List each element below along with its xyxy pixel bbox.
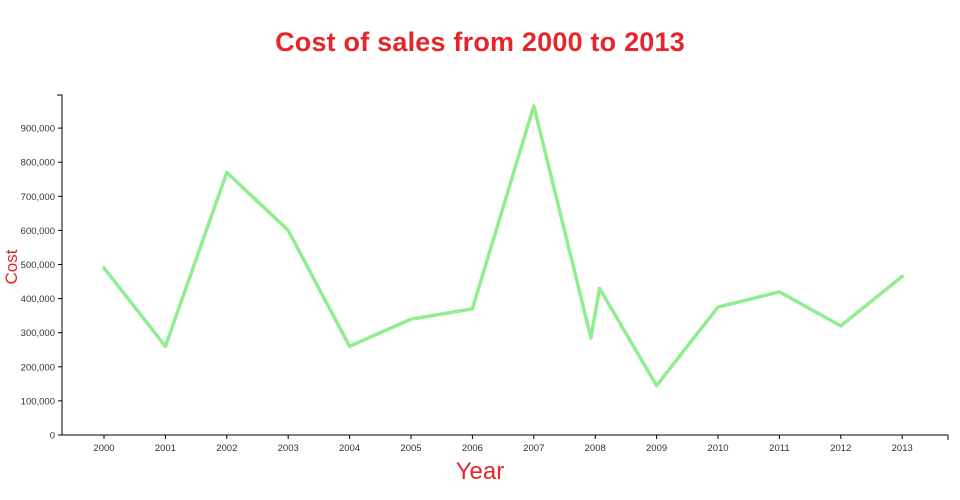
y-tick-label: 300,000 [21, 328, 55, 339]
x-tick-label: 2004 [339, 443, 360, 454]
y-tick-label: 800,000 [21, 158, 55, 169]
x-tick-label: 2000 [93, 443, 114, 454]
x-tick-label: 2007 [523, 443, 544, 454]
x-tick-label: 2001 [155, 443, 176, 454]
x-axis-label: Year [455, 458, 505, 485]
y-tick-label: 200,000 [21, 362, 55, 373]
y-tick-label: 400,000 [21, 294, 55, 305]
x-tick-label: 2011 [769, 443, 789, 454]
axis-line [57, 94, 949, 440]
x-tick-label: 2008 [585, 443, 606, 454]
y-tick-label: 900,000 [21, 124, 55, 135]
y-tick-label: 100,000 [21, 396, 55, 407]
x-tick-label: 2010 [707, 443, 728, 454]
y-tick-label: 0 [50, 431, 55, 442]
y-axis-label: Cost [2, 249, 21, 285]
y-tick-label: 500,000 [21, 260, 55, 271]
x-tick-label: 2009 [646, 443, 667, 454]
chart-title: Cost of sales from 2000 to 2013 [275, 27, 685, 57]
cost-line [102, 104, 904, 388]
x-tick-label: 2005 [400, 443, 421, 454]
y-tick-label: 600,000 [21, 226, 55, 237]
x-tick-label: 2002 [216, 443, 237, 454]
x-tick-label: 2003 [278, 443, 299, 454]
x-tick-label: 2006 [462, 443, 483, 454]
y-tick-label: 700,000 [21, 192, 55, 203]
x-tick-label: 2012 [830, 443, 851, 454]
x-tick-label: 2013 [892, 443, 913, 454]
